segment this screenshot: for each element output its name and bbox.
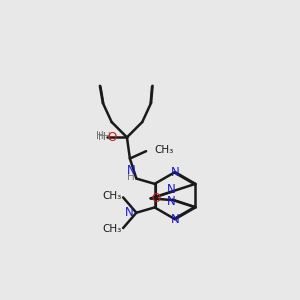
Text: N: N (167, 195, 175, 208)
Text: CH₃: CH₃ (154, 145, 174, 155)
Text: O: O (151, 192, 160, 205)
Text: N: N (127, 164, 135, 177)
Text: CH₃: CH₃ (102, 224, 122, 235)
Text: O: O (107, 131, 116, 144)
Text: N: N (171, 166, 179, 178)
Text: H: H (98, 132, 106, 142)
Text: N: N (171, 213, 179, 226)
Text: N: N (125, 206, 134, 219)
Text: CH₃: CH₃ (102, 191, 122, 201)
Text: H: H (96, 131, 104, 141)
Text: H: H (127, 172, 135, 182)
Text: N: N (167, 183, 175, 196)
Text: H: H (103, 132, 110, 142)
